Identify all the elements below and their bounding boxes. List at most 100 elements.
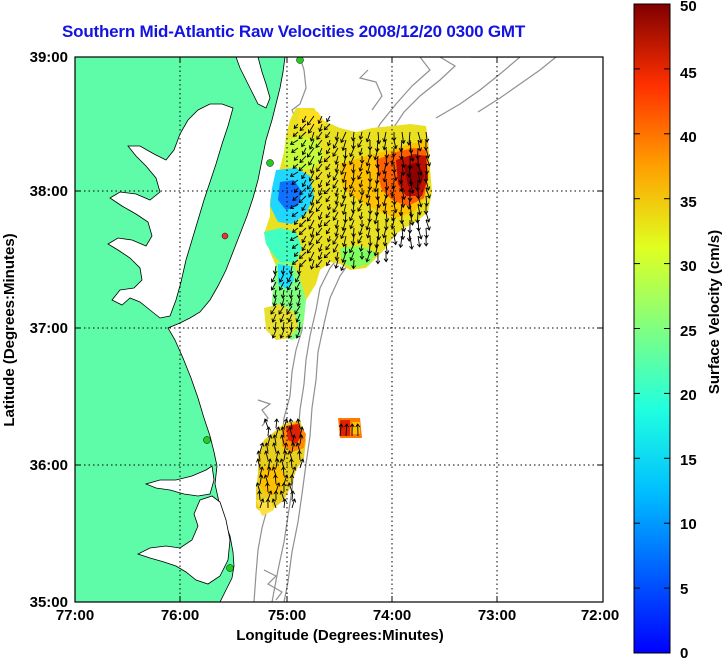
y-tick-label: 38:00 <box>30 183 68 200</box>
station-marker <box>296 57 304 64</box>
velocity-arrow <box>350 203 356 214</box>
y-tick-label: 36:00 <box>30 457 68 474</box>
y-tick-label: 39:00 <box>30 49 68 66</box>
velocity-arrow <box>292 227 299 233</box>
velocity-arrow <box>308 171 315 182</box>
velocity-arrow <box>298 251 307 260</box>
velocity-arrow <box>289 139 299 145</box>
velocity-arrow <box>384 179 390 191</box>
velocity-arrow <box>308 251 315 262</box>
velocity-arrow <box>375 187 380 201</box>
velocity-arrow <box>326 235 332 243</box>
velocity-arrow <box>390 155 395 166</box>
velocity-arrow <box>266 426 271 437</box>
colorbar-tick-label: 15 <box>680 452 697 469</box>
velocity-arrow <box>351 259 357 270</box>
stations <box>203 57 304 572</box>
velocity-arrow <box>349 211 355 222</box>
colorbar: 50 45 40 35 30 25 20 15 10 5 0 Surface V… <box>633 0 723 659</box>
velocity-arrow <box>373 147 379 161</box>
velocity-arrow <box>341 251 347 264</box>
velocity-arrow <box>309 131 315 142</box>
velocity-arrow <box>264 450 269 461</box>
velocity-arrow <box>365 227 371 239</box>
velocity-arrow <box>288 426 293 437</box>
velocity-arrow <box>325 211 331 219</box>
velocity-arrow <box>272 289 278 299</box>
velocity-arrow <box>301 235 307 244</box>
velocity-arrow <box>270 305 277 315</box>
velocity-arrow <box>381 227 387 239</box>
velocity-arrow <box>298 434 304 445</box>
velocity-arrow <box>338 423 344 437</box>
velocity-arrow <box>299 426 304 437</box>
velocity-arrow <box>301 115 307 124</box>
velocity-arrow <box>425 219 431 231</box>
velocity-arrow <box>375 155 380 169</box>
velocity-arrow <box>309 195 315 206</box>
velocity-arrow <box>273 474 278 485</box>
x-tick-label: 76:00 <box>161 607 199 624</box>
velocity-arrow <box>291 179 299 185</box>
velocity-arrow <box>358 131 364 140</box>
velocity-arrow <box>349 179 355 190</box>
velocity-arrow <box>365 219 371 231</box>
velocity-arrow <box>334 251 340 261</box>
y-tick-label: 35:00 <box>30 594 68 611</box>
velocity-arrow <box>357 171 363 180</box>
velocity-arrow <box>399 179 404 193</box>
colorbar-tick-label: 0 <box>680 645 688 659</box>
velocity-arrow <box>306 243 315 254</box>
colorbar-label: Surface Velocity (cm/s) <box>706 230 723 394</box>
velocity-arrow <box>279 458 285 469</box>
velocity-arrow <box>350 171 356 182</box>
velocity-arrow <box>399 147 404 161</box>
velocity-arrow <box>382 139 388 151</box>
velocity-arrow <box>425 147 431 159</box>
velocity-arrow <box>280 426 286 437</box>
velocity-arrow <box>286 273 293 283</box>
velocity-arrow <box>288 418 294 429</box>
velocity-arrow <box>332 211 339 221</box>
velocity-arrow <box>307 115 315 126</box>
velocity-arrow <box>263 474 269 485</box>
velocity-arrow <box>340 195 347 208</box>
velocity-arrow <box>295 313 301 323</box>
velocity-arrow <box>256 450 262 461</box>
velocity-arrow <box>318 155 323 165</box>
velocity-arrow <box>326 171 332 179</box>
x-tick-label: 75:00 <box>268 607 306 624</box>
velocity-arrow <box>299 123 307 132</box>
velocity-arrow <box>291 466 297 477</box>
velocity-arrow <box>293 219 299 225</box>
velocity-arrow <box>316 235 323 245</box>
velocity-arrow <box>425 155 431 167</box>
velocity-arrow <box>357 139 363 148</box>
velocity-arrow <box>280 321 286 331</box>
velocity-arrow <box>278 305 285 315</box>
velocity-arrow <box>325 195 331 203</box>
velocity-arrow <box>282 498 288 509</box>
velocity-arrow <box>409 211 415 226</box>
velocity-arrow <box>398 235 404 249</box>
velocity-arrow <box>408 203 414 218</box>
velocity-arrow <box>425 187 431 199</box>
velocity-arrow <box>334 227 339 237</box>
velocity-arrow <box>382 203 388 215</box>
y-tick-label: 37:00 <box>30 320 68 337</box>
velocity-arrow <box>365 163 371 175</box>
velocity-arrow <box>332 235 339 245</box>
velocity-arrow <box>317 251 323 261</box>
velocity-arrow <box>287 329 293 339</box>
velocity-arrow <box>275 426 281 437</box>
velocity-arrow <box>265 498 271 509</box>
velocity-arrow <box>287 482 293 493</box>
velocity-arrow <box>359 251 365 260</box>
velocity-arrow <box>287 450 293 461</box>
velocity-arrow <box>316 131 323 141</box>
velocity-arrow <box>341 139 347 152</box>
velocity-arrow <box>291 147 299 153</box>
velocity-arrow <box>275 482 281 493</box>
station-marker <box>266 159 274 167</box>
